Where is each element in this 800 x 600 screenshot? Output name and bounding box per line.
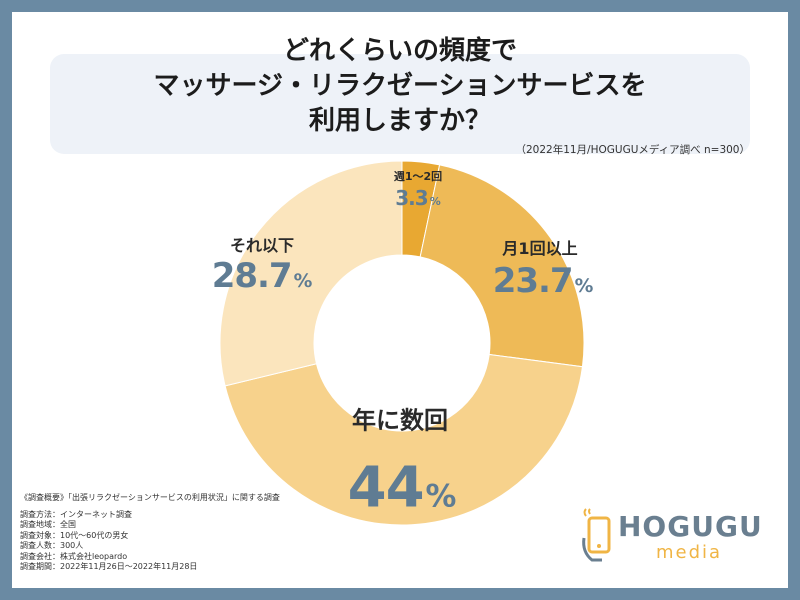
- slice-value-number: 28.7: [211, 256, 293, 296]
- donut-slice: [419, 164, 585, 368]
- donut-slice: [224, 353, 584, 526]
- survey-note-line: 調査方法：インターネット調査: [20, 509, 132, 519]
- title-line-2: マッサージ・リラクゼーションサービスを: [153, 71, 647, 101]
- source-note: （2022年11月/HOGUGUメディア調べ n=300）: [515, 144, 750, 156]
- hogugu-logo: HOGUGU media: [580, 508, 763, 568]
- slice-label: それ以下: [229, 236, 295, 255]
- phone-hand-icon: [582, 508, 611, 562]
- title-line-3: 利用しますか？: [308, 106, 491, 136]
- survey-note-line: 調査地域：全国: [20, 520, 76, 529]
- title-band: [50, 54, 750, 154]
- slice-label: 月1回以上: [502, 239, 578, 258]
- slice-label: 年に数回: [352, 406, 448, 435]
- survey-note-line: 調査人数：300人: [20, 541, 84, 550]
- slice-value-unit: %: [425, 478, 457, 515]
- survey-notes: 《調査概要》「出張リラクゼーションサービスの利用状況」に関する調査 調査方法：イ…: [20, 493, 280, 573]
- survey-note-line: 調査会社：株式会社leopardo: [20, 551, 128, 561]
- survey-note-line: 調査対象：10代〜60代の男女: [20, 530, 129, 540]
- logo-name: HOGUGU: [618, 510, 763, 543]
- slice-value-unit: %: [574, 276, 594, 297]
- slice-value-number: 44: [347, 455, 425, 521]
- survey-notes-heading: 《調査概要》「出張リラクゼーションサービスの利用状況」に関する調査: [20, 493, 280, 502]
- slice-value-number: 3.3: [395, 186, 428, 210]
- slice-label: 週1～2回: [393, 170, 443, 183]
- chart-title: どれくらいの頻度で マッサージ・リラクゼーションサービスを 利用しますか？: [12, 34, 788, 139]
- donut-slice: [219, 160, 403, 387]
- logo-sub: media: [656, 542, 723, 563]
- slice-value: 23.7%: [493, 261, 594, 301]
- slice-value-number: 23.7: [492, 261, 574, 301]
- slice-value-unit: %: [293, 271, 313, 292]
- slice-value: 44%: [348, 456, 457, 521]
- slice-value-unit: %: [429, 195, 441, 208]
- survey-note-line: 調査期間：2022年11月26日〜2022年11月28日: [20, 562, 198, 571]
- slice-value: 3.3%: [395, 186, 440, 210]
- title-line-1: どれくらいの頻度で: [282, 36, 517, 66]
- slice-value: 28.7%: [212, 256, 313, 296]
